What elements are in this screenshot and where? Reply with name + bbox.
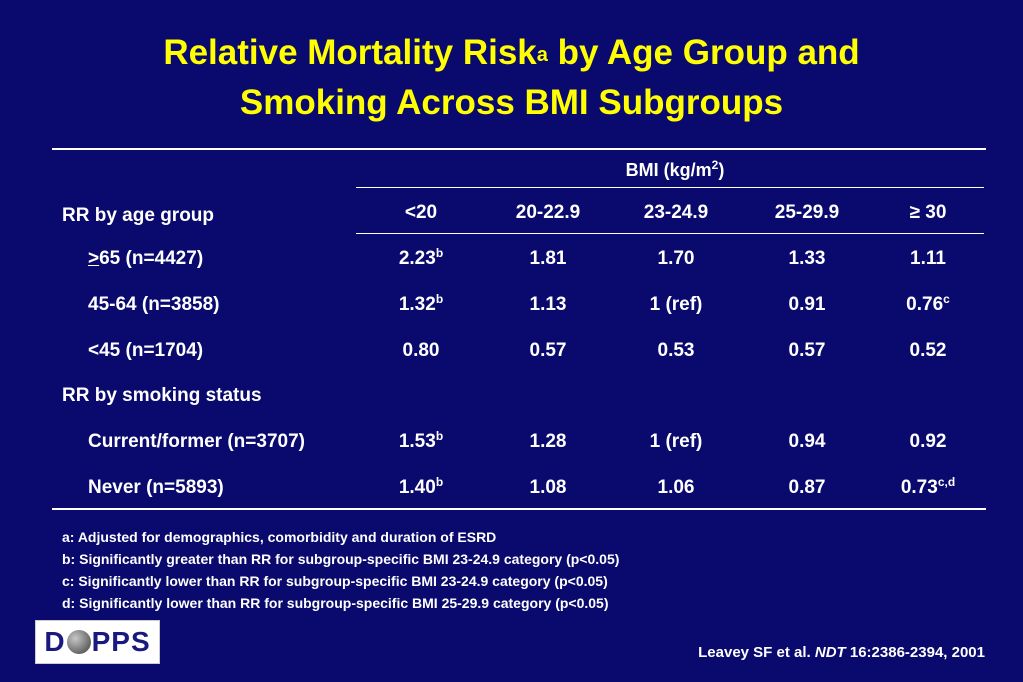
table-cell: 1 (ref) [621, 294, 731, 316]
title-main-text: Relative Mortality Risk [163, 33, 537, 72]
table-cell: 0.52 [873, 340, 983, 362]
column-header: <20 [404, 202, 438, 223]
column-header: 23-24.9 [643, 202, 709, 223]
table-cell: 0.80 [366, 340, 476, 362]
table-cell: 0.87 [752, 477, 862, 499]
bmi-header-text: BMI (kg/m [625, 160, 712, 180]
cell-value: 0.73 [900, 477, 938, 498]
table-cell: 1.33 [752, 248, 862, 270]
globe-icon [66, 630, 91, 654]
logo-wordmark: D PPS [44, 626, 150, 658]
title-rest-text: by Age Group and [547, 33, 860, 72]
bmi-header-close: ) [718, 160, 725, 180]
cell-footnote: b [435, 429, 444, 443]
footnote-a: a: Adjusted for demographics, comorbidit… [62, 529, 497, 545]
table-cell: 1.11 [873, 248, 983, 270]
cell-value: 1.11 [910, 248, 946, 269]
citation-journal: NDT [814, 644, 846, 661]
logo-letters-pps: PPS [91, 626, 151, 657]
table-top-rule [52, 148, 986, 150]
table-cell: 0.57 [493, 340, 603, 362]
cell-value: 0.52 [909, 340, 947, 361]
row-label: >65 (n=4427) [88, 248, 203, 270]
title-superscript: a [536, 44, 548, 66]
row-label: Never (n=5893) [88, 477, 224, 498]
table-cell: 0.92 [873, 431, 983, 453]
cell-value: 1.81 [529, 248, 567, 269]
table-bottom-rule [52, 508, 986, 510]
cell-value: 1.32 [398, 294, 436, 315]
column-header: 25-29.9 [774, 202, 840, 223]
cell-value: 0.92 [909, 431, 947, 452]
table-cell: 0.53 [621, 340, 731, 362]
footnote-c: c: Significantly lower than RR for subgr… [62, 573, 608, 589]
cell-value: 0.53 [657, 340, 695, 361]
cell-value: 1.28 [529, 431, 567, 452]
table-cell: 1.06 [621, 477, 731, 499]
row-label-prefix: > [88, 248, 100, 269]
table-cell: 1 (ref) [621, 431, 731, 453]
table-cell: 0.94 [752, 431, 862, 453]
row-label: <45 (n=1704) [88, 340, 204, 361]
table-cell: 0.73c,d [873, 475, 983, 499]
section-label-smoking: RR by smoking status [62, 385, 262, 406]
logo-letter-d: D [44, 626, 66, 657]
table-cell: 1.08 [493, 477, 603, 499]
table-cell: 1.81 [493, 248, 603, 270]
dopps-logo: D PPS [35, 620, 160, 664]
row-label: Current/former (n=3707) [88, 431, 305, 452]
cell-value: 1.33 [788, 248, 826, 269]
table-cell: 1.53b [366, 429, 476, 453]
footnotes: a: Adjusted for demographics, comorbidit… [62, 526, 619, 614]
bmi-header: BMI (kg/m2) [560, 158, 790, 181]
row-label: 45-64 (n=3858) [88, 294, 220, 315]
cell-footnote: b [435, 246, 444, 260]
cell-value: 1.70 [657, 248, 695, 269]
table-cell: 1.40b [366, 475, 476, 499]
bmi-header-sup: 2 [711, 158, 719, 172]
cell-value: 0.57 [788, 340, 826, 361]
cell-footnote: b [435, 292, 444, 306]
cell-value: 1 (ref) [649, 294, 703, 315]
bmi-header-rule [356, 187, 984, 188]
citation-authors: Leavey SF et al. [698, 644, 815, 661]
title-line-2: Smoking Across BMI Subgroups [239, 83, 784, 122]
table-cell: 1.32b [366, 292, 476, 316]
row-label-text: 65 (n=4427) [99, 248, 204, 269]
cell-footnote: b [435, 475, 444, 489]
citation-reference: 16:2386-2394, 2001 [845, 644, 985, 661]
slide-title: Relative Mortality Riska by Age Group an… [0, 28, 1023, 128]
column-header: ≥ 30 [909, 202, 947, 223]
column-header-rule [356, 233, 984, 234]
table-cell: 2.23b [366, 246, 476, 270]
column-header: 20-22.9 [515, 202, 581, 223]
section-label-age: RR by age group [62, 205, 215, 226]
cell-value: 1 (ref) [649, 431, 703, 452]
footnote-d: d: Significantly lower than RR for subgr… [62, 595, 609, 611]
table-cell: 0.91 [752, 294, 862, 316]
cell-value: 0.57 [529, 340, 567, 361]
cell-value: 1.40 [398, 477, 436, 498]
cell-value: 0.94 [788, 431, 826, 452]
cell-value: 0.87 [788, 477, 826, 498]
cell-footnote: c [943, 292, 950, 306]
table-cell: 1.28 [493, 431, 603, 453]
footnote-b: b: Significantly greater than RR for sub… [62, 551, 620, 567]
cell-footnote: c,d [937, 475, 956, 489]
cell-value: 0.91 [788, 294, 826, 315]
cell-value: 0.76 [906, 294, 944, 315]
cell-value: 1.13 [529, 294, 567, 315]
table-cell: 1.13 [493, 294, 603, 316]
cell-value: 1.53 [398, 431, 436, 452]
table-cell: 0.57 [752, 340, 862, 362]
cell-value: 0.80 [402, 340, 440, 361]
cell-value: 1.08 [529, 477, 567, 498]
table-cell: 0.76c [873, 292, 983, 316]
table-cell: 1.70 [621, 248, 731, 270]
citation: Leavey SF et al. NDT 16:2386-2394, 2001 [698, 644, 985, 661]
title-line-1: Relative Mortality Riska by Age Group an… [0, 28, 1023, 78]
cell-value: 1.06 [657, 477, 695, 498]
cell-value: 2.23 [398, 248, 436, 269]
